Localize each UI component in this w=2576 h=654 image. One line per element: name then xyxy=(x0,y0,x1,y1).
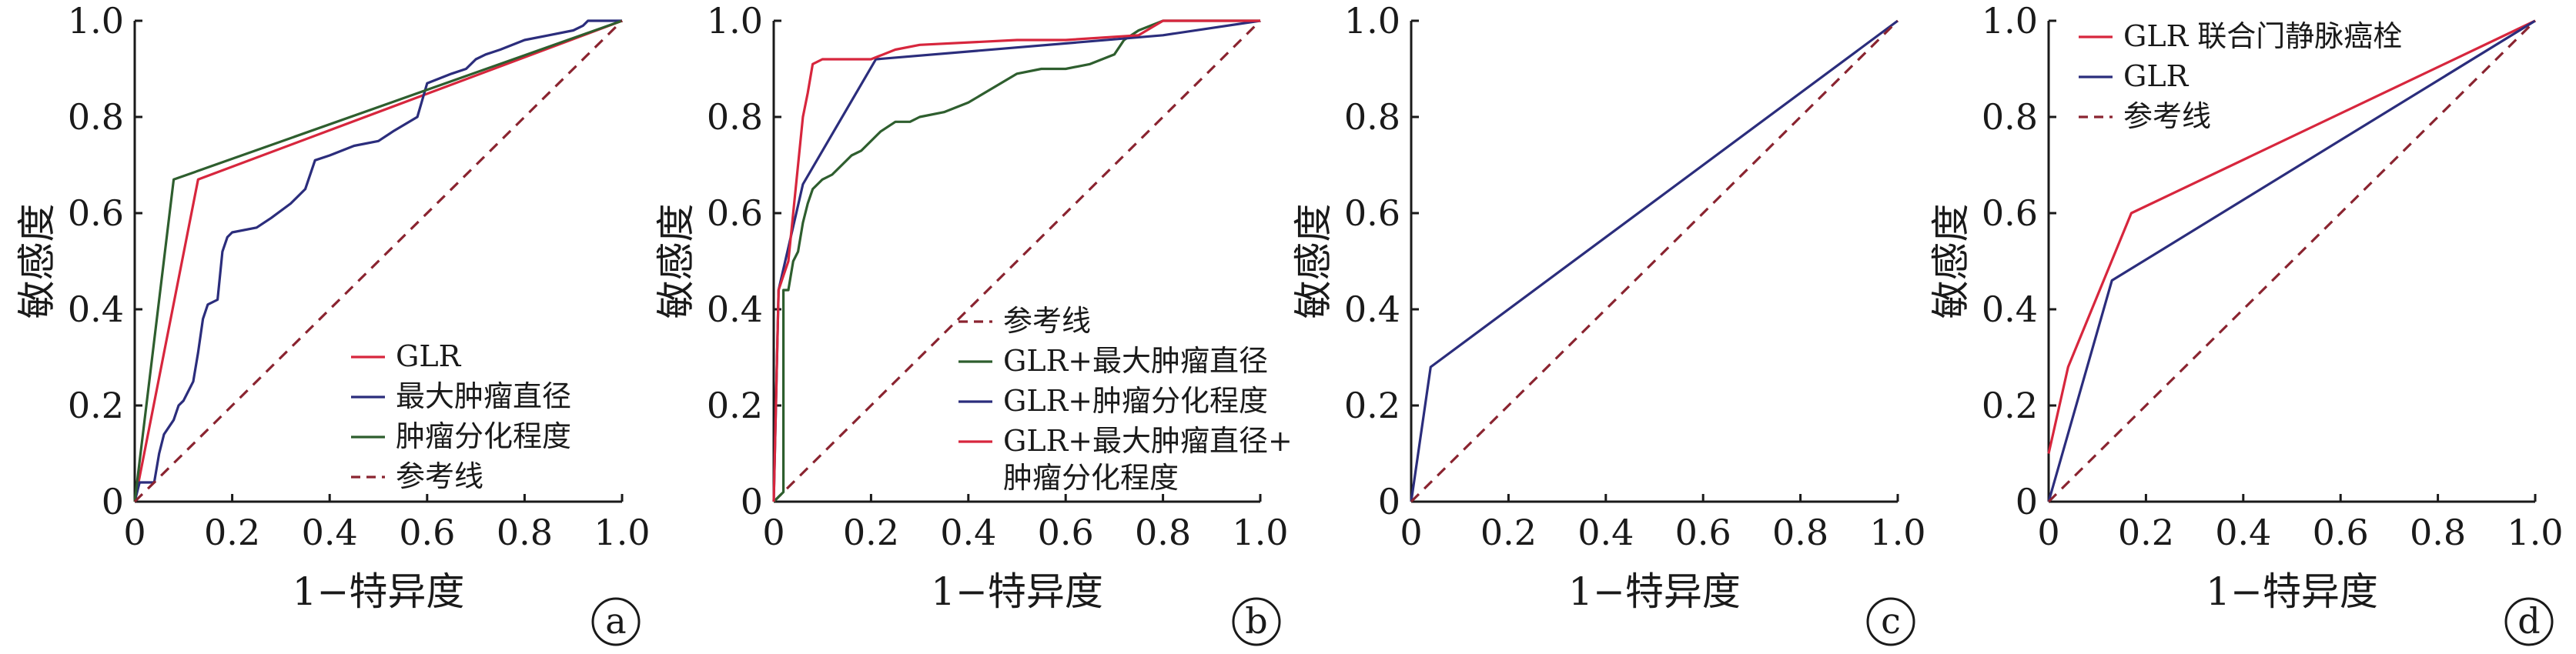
y-tick-label: 0.8 xyxy=(1344,96,1400,138)
x-tick-label: 0 xyxy=(123,512,146,553)
legend-label: GLR xyxy=(2123,59,2190,93)
x-tick-label: 0 xyxy=(762,512,785,553)
y-axis-title: 敏感度 xyxy=(15,204,59,319)
series-line-navy xyxy=(2047,19,2536,502)
x-tick-label: 0 xyxy=(1400,512,1422,553)
legend-label: GLR 联合门静脉癌栓 xyxy=(2123,19,2402,53)
legend-label: 肿瘤分化程度 xyxy=(396,419,571,453)
y-axis-title: 敏感度 xyxy=(1929,204,1973,319)
y-tick-label: 0.4 xyxy=(1982,289,2038,330)
x-axis-title: 1−特异度 xyxy=(931,569,1103,614)
y-tick-label: 0.6 xyxy=(68,192,124,234)
panel-label-circle xyxy=(591,597,641,646)
series-line-red xyxy=(133,19,623,502)
legend-label: GLR xyxy=(396,339,462,373)
y-tick-label: 1.0 xyxy=(1344,0,1400,42)
x-tick-label: 0.6 xyxy=(1038,512,1094,553)
x-tick-label: 0.2 xyxy=(2118,512,2174,553)
x-tick-label: 1.0 xyxy=(594,512,650,553)
legend: 参考线 GLR+最大肿瘤直径 GLR+肿瘤分化程度 GLR+最大肿瘤直径+肿瘤分化程度 xyxy=(958,304,1293,495)
y-tick-label: 0.8 xyxy=(707,96,763,138)
x-tick-label: 0.4 xyxy=(302,512,358,553)
y-tick-label: 0.2 xyxy=(1982,385,2038,426)
x-tick-label: 1.0 xyxy=(2507,512,2563,553)
legend-label: 参考线 xyxy=(1003,304,1091,338)
legend-label: 参考线 xyxy=(2123,99,2211,133)
x-tick-label: 0.6 xyxy=(2313,512,2369,553)
y-tick-label: 0.6 xyxy=(707,192,763,234)
x-tick-label: 0.6 xyxy=(1675,512,1731,553)
legend-label-continued: 肿瘤分化程度 xyxy=(1003,461,1179,495)
legend-label: GLR+肿瘤分化程度 xyxy=(1003,384,1268,418)
x-tick-label: 0.2 xyxy=(1480,512,1537,553)
series-line-reference-dashed xyxy=(772,19,1262,503)
panel-label: a xyxy=(605,600,626,642)
y-tick-label: 1.0 xyxy=(707,0,763,42)
x-tick-label: 1.0 xyxy=(1869,512,1925,553)
x-tick-label: 0.2 xyxy=(204,512,260,553)
series-line-navy xyxy=(1410,19,1899,502)
x-tick-label: 0.6 xyxy=(399,512,455,553)
y-tick-label: 0 xyxy=(1378,481,1400,522)
panel-label-circle xyxy=(1866,597,1915,646)
legend-label: GLR+最大肿瘤直径+ xyxy=(1003,424,1293,458)
x-tick-label: 0.8 xyxy=(2410,512,2466,553)
x-axis-title: 1−特异度 xyxy=(2206,569,2378,614)
y-tick-label: 0.4 xyxy=(1344,289,1400,330)
panel-label-circle xyxy=(1232,597,1281,646)
roc-panel-a: 0 0.2 0.4 0.6 0.8 1.0 0 0.2 0.4 0.6 0.8 1.0 1−特异度 敏感度… xyxy=(15,0,651,646)
x-tick-label: 1.0 xyxy=(1232,512,1288,553)
series-line-red xyxy=(2047,19,2536,454)
legend-label: 最大肿瘤直径 xyxy=(396,379,571,413)
series-line-green xyxy=(772,19,1260,503)
panel-label: c xyxy=(1881,600,1901,642)
legend-label: GLR+最大肿瘤直径 xyxy=(1003,344,1268,378)
y-tick-label: 0 xyxy=(2016,481,2038,522)
series-line-green xyxy=(133,19,623,502)
y-tick-label: 1.0 xyxy=(1982,0,2038,42)
y-tick-label: 0.2 xyxy=(68,385,124,426)
roc-panel-d: 0 0.2 0.4 0.6 0.8 1.0 0 0.2 0.4 0.6 0.8 1.0 1−特异度 敏感度… xyxy=(1929,0,2564,646)
x-tick-label: 0.8 xyxy=(1135,512,1191,553)
y-axis-title: 敏感度 xyxy=(654,204,698,319)
y-tick-label: 0.6 xyxy=(1982,192,2038,234)
y-tick-label: 0.8 xyxy=(1982,96,2038,138)
y-tick-label: 0.6 xyxy=(1344,192,1400,234)
legend-label: 参考线 xyxy=(396,459,483,493)
y-tick-label: 0.2 xyxy=(1344,385,1400,426)
y-tick-label: 0.4 xyxy=(68,289,124,330)
series-line-reference-dashed xyxy=(2047,19,2537,503)
legend: GLR 联合门静脉癌栓 GLR 参考线 xyxy=(2079,19,2402,133)
x-tick-label: 0.4 xyxy=(1577,512,1634,553)
x-axis-title: 1−特异度 xyxy=(1568,569,1741,614)
panel-label: b xyxy=(1245,600,1267,642)
x-tick-label: 0 xyxy=(2037,512,2059,553)
roc-panel-c: 0 0.2 0.4 0.6 0.8 1.0 0 0.2 0.4 0.6 0.8 1.0 1−特异度 敏感度… xyxy=(1291,0,1926,646)
panel-label-circle xyxy=(2504,597,2554,646)
series-line-navy xyxy=(133,19,622,502)
y-axis-title: 敏感度 xyxy=(1291,204,1336,319)
y-tick-label: 0 xyxy=(741,481,763,522)
y-tick-label: 0.2 xyxy=(707,385,763,426)
series-line-red xyxy=(772,19,1260,502)
y-tick-label: 0 xyxy=(102,481,124,522)
series-line-reference-dashed xyxy=(1410,19,1899,503)
x-tick-label: 0.2 xyxy=(843,512,899,553)
x-tick-label: 0.4 xyxy=(2215,512,2271,553)
y-tick-label: 0.8 xyxy=(68,96,124,138)
y-tick-label: 0.4 xyxy=(707,289,763,330)
roc-panel-b: 0 0.2 0.4 0.6 0.8 1.0 0 0.2 0.4 0.6 0.8 1.0 1−特异度 敏感度… xyxy=(654,0,1293,646)
x-tick-label: 0.4 xyxy=(940,512,996,553)
x-axis-title: 1−特异度 xyxy=(293,569,465,614)
x-tick-label: 0.8 xyxy=(1772,512,1828,553)
y-tick-label: 1.0 xyxy=(68,0,124,42)
panel-label: d xyxy=(2517,600,2540,642)
series-line-reference-dashed xyxy=(133,19,624,503)
x-tick-label: 0.8 xyxy=(497,512,553,553)
